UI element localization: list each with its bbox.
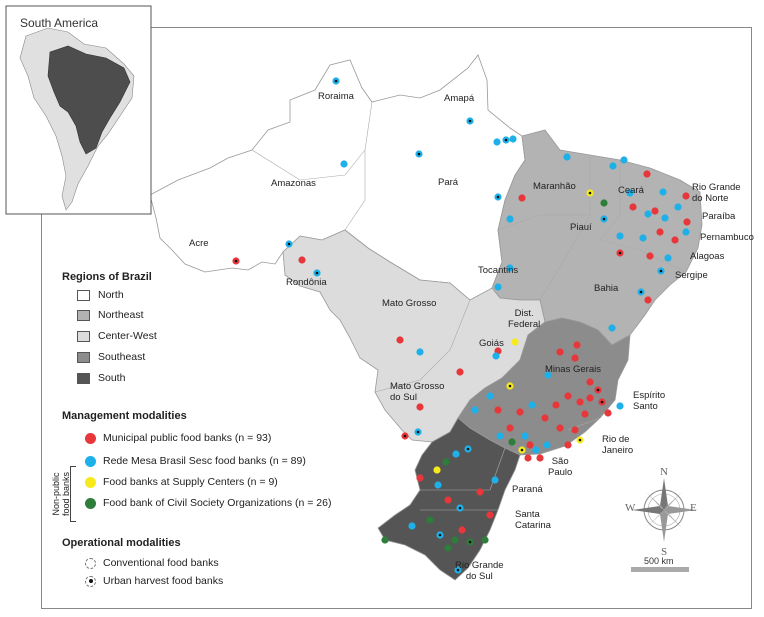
legend-management-sesc: Rede Mesa Brasil Sesc food banks (n = 89… [85, 455, 306, 467]
state-label-rio-grande-do-sul: Rio Grande do Sul [455, 560, 504, 582]
legend-operational-title: Operational modalities [62, 537, 181, 549]
state-label-pernambuco: Pernambuco [700, 232, 754, 243]
legend-region-center-west: Center-West [77, 330, 157, 342]
legend-management-supply: Food banks at Supply Centers (n = 9) [85, 476, 278, 488]
dot-supply [85, 476, 96, 488]
state-label-ceara: Ceará [618, 185, 644, 196]
legend-region-label: South [98, 372, 126, 384]
legend-regions-title: Regions of Brazil [62, 271, 152, 283]
state-label-sao-paulo: São Paulo [548, 456, 573, 478]
compass-rose: N S E W [624, 466, 704, 558]
non-public-bracket: Non-public food banks [48, 466, 76, 522]
state-label-para: Pará [438, 177, 459, 188]
swatch-center-west [77, 330, 90, 342]
state-label-amazonas: Amazonas [271, 178, 316, 189]
state-label-espirito-santo: Espírito Santo [633, 390, 666, 412]
state-label-bahia: Bahia [594, 283, 619, 294]
dot-civil [85, 497, 96, 509]
compass-icon [632, 478, 696, 542]
state-label-roraima: Roraima [318, 91, 354, 102]
state-label-minas-gerais: Minas Gerais [545, 364, 601, 375]
legend-management-municipal: Municipal public food banks (n = 93) [85, 432, 271, 444]
state-label-mato-grosso: Mato Grosso [382, 298, 437, 309]
state-label-dist-federal: Dist. Federal [508, 308, 541, 330]
compass-south: S [661, 546, 668, 558]
legend-management-label: Food banks at Supply Centers (n = 9) [103, 476, 278, 488]
inset-title: South America [20, 16, 99, 30]
legend-management-civil: Food bank of Civil Society Organizations… [85, 497, 332, 509]
legend-management-title: Management modalities [62, 410, 187, 422]
legend-operational-label: Urban harvest food banks [103, 575, 224, 587]
legend-operational-label: Conventional food banks [103, 557, 219, 569]
legend-region-label: Northeast [98, 309, 144, 321]
legend-region-label: Southeast [98, 351, 146, 363]
swatch-northeast [77, 309, 90, 321]
compass-east: E [690, 502, 697, 514]
swatch-southeast [77, 351, 90, 363]
state-label-mato-grosso-do-sul: Mato Grosso do Sul [390, 381, 445, 403]
state-label-parana: Paraná [512, 484, 543, 495]
inset-map: South America [6, 6, 151, 214]
non-public-label: Non-public food banks [51, 471, 71, 517]
swatch-south [77, 372, 90, 384]
legend-management-label: Municipal public food banks (n = 93) [103, 432, 272, 444]
non-public-brace [70, 466, 76, 522]
legend-region-label: North [98, 289, 124, 301]
legend-management-label: Food bank of Civil Society Organizations… [103, 497, 332, 509]
dot-municipal [85, 432, 96, 444]
food-bank-markers [232, 77, 691, 574]
legend-management-label: Rede Mesa Brasil Sesc food banks (n = 89… [103, 455, 306, 467]
legend-region-northeast: Northeast [77, 309, 144, 321]
legend-region-label: Center-West [98, 330, 157, 342]
dot-sesc [85, 455, 96, 467]
state-label-rio-grande-do-norte: Rio Grande do Norte [692, 182, 741, 204]
legend-operational-conventional: Conventional food banks [85, 557, 219, 569]
state-label-piaui: Piauí [570, 222, 592, 233]
state-label-tocantins: Tocantins [478, 265, 519, 276]
region-southeast [457, 317, 631, 456]
compass-west: W [625, 502, 636, 514]
state-label-alagoas: Alagoas [690, 251, 725, 262]
state-label-rio-de-janeiro: Rio de Janeiro [602, 434, 634, 456]
state-label-rondonia: Rondônia [286, 277, 327, 288]
dot-conventional [85, 557, 96, 569]
legend-region-north: North [77, 289, 124, 301]
swatch-north [77, 289, 90, 301]
scale-label: 500 km [644, 556, 674, 566]
state-label-amapa: Amapá [444, 93, 475, 104]
state-label-paraiba: Paraíba [702, 211, 736, 222]
state-label-acre: Acre [189, 238, 209, 249]
legend-region-southeast: Southeast [77, 351, 145, 363]
compass-north: N [660, 466, 668, 478]
legend-operational-harvest: Urban harvest food banks [85, 575, 223, 587]
inset-south-america [5, 5, 152, 215]
legend-region-south: South [77, 372, 125, 384]
state-label-sergipe: Sergipe [675, 270, 708, 281]
state-label-santa-catarina: Santa Catarina [515, 509, 551, 531]
dot-urban-harvest [85, 575, 96, 587]
state-label-maranhao: Maranhão [533, 181, 576, 192]
scale-bar [631, 567, 689, 572]
state-label-goias: Goiás [479, 338, 504, 349]
